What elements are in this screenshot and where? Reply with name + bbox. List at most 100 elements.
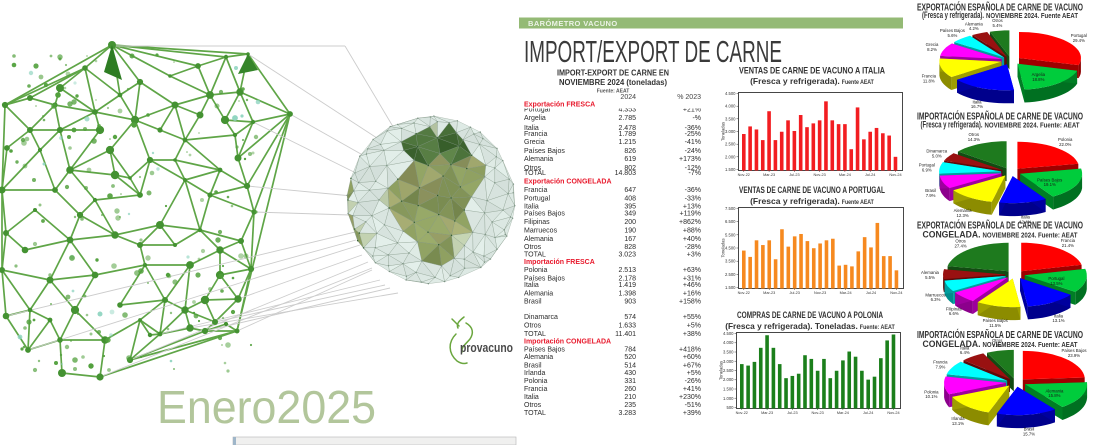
svg-text:-28%: -28% — [685, 244, 701, 251]
svg-text:+40%: +40% — [683, 236, 701, 243]
svg-text:Francia: Francia — [524, 131, 547, 138]
svg-text:+60%: +60% — [683, 354, 701, 361]
svg-text:27.4%: 27.4% — [955, 243, 967, 248]
svg-text:7.500: 7.500 — [725, 206, 736, 211]
svg-text:Dinamarca: Dinamarca — [524, 314, 558, 321]
svg-text:+63%: +63% — [683, 267, 701, 274]
svg-text:+38%: +38% — [683, 331, 701, 338]
svg-text:Irlanda: Irlanda — [524, 370, 546, 377]
svg-text:(Fresca y refrigerada).: (Fresca y refrigerada). — [750, 76, 840, 86]
svg-text:Países Bajos: Países Bajos — [524, 148, 565, 155]
svg-text:Nov-23: Nov-23 — [813, 173, 825, 177]
svg-text:210: 210 — [624, 394, 636, 401]
svg-text:Alemania: Alemania — [524, 354, 553, 361]
svg-text:Polonia: Polonia — [1058, 137, 1073, 142]
svg-text:% 2023: % 2023 — [677, 94, 701, 101]
svg-text:6.500: 6.500 — [725, 219, 736, 224]
svg-text:1.398: 1.398 — [618, 290, 636, 297]
svg-text:235: 235 — [624, 402, 636, 409]
svg-text:29.4%: 29.4% — [1073, 38, 1085, 43]
svg-text:Filipinas: Filipinas — [946, 306, 962, 311]
svg-text:-26%: -26% — [685, 378, 701, 385]
svg-text:1.215: 1.215 — [618, 139, 636, 146]
svg-text:(Fresca y refrigerada). Tonela: (Fresca y refrigerada). Toneladas. — [725, 321, 858, 331]
svg-text:Toneladas: Toneladas — [721, 122, 726, 141]
svg-text:Polonia: Polonia — [524, 267, 547, 274]
svg-text:Mar-23: Mar-23 — [763, 291, 775, 295]
svg-text:Países Bajos: Países Bajos — [1061, 348, 1086, 353]
svg-text:Grecia: Grecia — [926, 42, 939, 47]
svg-text:+862%: +862% — [679, 219, 701, 226]
svg-text:1.419: 1.419 — [618, 282, 636, 289]
svg-text:1.633: 1.633 — [618, 323, 636, 330]
svg-text:Portugal: Portugal — [1071, 33, 1087, 38]
svg-text:Países Bajos: Países Bajos — [1037, 177, 1062, 182]
svg-text:22.0%: 22.0% — [1059, 142, 1071, 147]
svg-text:TOTAL: TOTAL — [524, 170, 546, 177]
svg-text:Otros: Otros — [992, 338, 1003, 343]
svg-text:395: 395 — [624, 204, 636, 211]
svg-text:Irlanda: Irlanda — [951, 416, 965, 421]
svg-text:IMPORTACIÓN ESPAÑOLA DE CARNE: IMPORTACIÓN ESPAÑOLA DE CARNE DE VACUNO — [917, 110, 1083, 123]
svg-text:6.3%: 6.3% — [931, 297, 941, 302]
svg-text:IMPORT-EXPORT DE CARNE EN: IMPORT-EXPORT DE CARNE EN — [557, 69, 669, 78]
svg-text:+39%: +39% — [683, 410, 701, 417]
svg-text:Fuente: AEAT: Fuente: AEAT — [860, 324, 895, 331]
svg-text:Mar-23: Mar-23 — [763, 173, 775, 177]
svg-text:Mar-23: Mar-23 — [761, 411, 773, 415]
svg-text:11.8%: 11.8% — [923, 78, 935, 83]
svg-text:TOTAL: TOTAL — [524, 252, 546, 259]
svg-text:520: 520 — [624, 354, 636, 361]
svg-text:NOVIEMBRE 2024. Fuente: AEAT: NOVIEMBRE 2024. Fuente: AEAT — [983, 342, 1079, 349]
svg-text:4.000: 4.000 — [723, 340, 734, 345]
svg-text:23.9%: 23.9% — [1068, 353, 1080, 358]
svg-text:CONGELADA.: CONGELADA. — [923, 339, 981, 349]
svg-text:+5%: +5% — [687, 323, 701, 330]
svg-text:CONGELADA.: CONGELADA. — [923, 229, 981, 239]
svg-text:(Fresca y refrigerada).: (Fresca y refrigerada). — [922, 10, 984, 20]
svg-text:NOVIEMBRE 2024. Fuente AEAT: NOVIEMBRE 2024. Fuente AEAT — [986, 13, 1079, 20]
svg-text:Exportación CONGELADA: Exportación CONGELADA — [524, 178, 612, 185]
svg-text:VENTAS DE CARNE DE VACUNO A IT: VENTAS DE CARNE DE VACUNO A ITALIA — [739, 66, 885, 77]
svg-text:Francia: Francia — [922, 74, 937, 79]
svg-text:Importación CONGELADA: Importación CONGELADA — [524, 339, 611, 346]
svg-text:Jul-23: Jul-23 — [789, 173, 799, 177]
svg-text:260: 260 — [624, 386, 636, 393]
svg-text:Italia: Italia — [960, 345, 970, 350]
svg-text:Portugal: Portugal — [524, 195, 551, 202]
svg-text:784: 784 — [624, 346, 636, 353]
svg-text:1.789: 1.789 — [618, 131, 636, 138]
svg-text:+230%: +230% — [679, 394, 701, 401]
svg-text:Polonia: Polonia — [524, 378, 547, 385]
svg-text:+158%: +158% — [679, 299, 701, 306]
svg-text:NOVIEMBRE 2024. Fuente: AEAT: NOVIEMBRE 2024. Fuente: AEAT — [983, 232, 1079, 239]
svg-text:13.5%: 13.5% — [1050, 281, 1062, 286]
svg-text:+31%: +31% — [683, 275, 701, 282]
svg-text:+41%: +41% — [683, 386, 701, 393]
svg-text:2.000: 2.000 — [723, 377, 734, 382]
svg-text:Brasil: Brasil — [524, 299, 542, 306]
svg-text:Francia: Francia — [524, 187, 547, 194]
svg-text:190: 190 — [624, 228, 636, 235]
svg-text:Nov-23: Nov-23 — [811, 411, 823, 415]
svg-text:3.023: 3.023 — [618, 252, 636, 259]
svg-text:Alemania: Alemania — [954, 208, 973, 213]
svg-text:Otros: Otros — [992, 18, 1003, 23]
svg-text:Francia: Francia — [524, 386, 547, 393]
svg-text:Importación FRESCA: Importación FRESCA — [524, 259, 595, 266]
svg-text:2.178: 2.178 — [618, 275, 636, 282]
svg-text:5.6%: 5.6% — [948, 33, 958, 38]
svg-text:2024: 2024 — [620, 94, 636, 101]
svg-text:Nov-23: Nov-23 — [814, 291, 826, 295]
svg-text:408: 408 — [624, 195, 636, 202]
svg-text:-33%: -33% — [685, 195, 701, 202]
svg-text:5.500: 5.500 — [725, 232, 736, 237]
svg-text:Alemania: Alemania — [1045, 388, 1064, 393]
svg-text:Nov-24: Nov-24 — [890, 291, 902, 295]
svg-text:12.3%: 12.3% — [957, 213, 969, 218]
svg-text:5.4%: 5.4% — [993, 23, 1003, 28]
svg-text:11.401: 11.401 — [615, 331, 636, 338]
svg-text:(Fresca y refrigerada).: (Fresca y refrigerada). — [921, 119, 983, 129]
svg-text:331: 331 — [624, 378, 636, 385]
svg-text:4.500: 4.500 — [725, 246, 736, 251]
